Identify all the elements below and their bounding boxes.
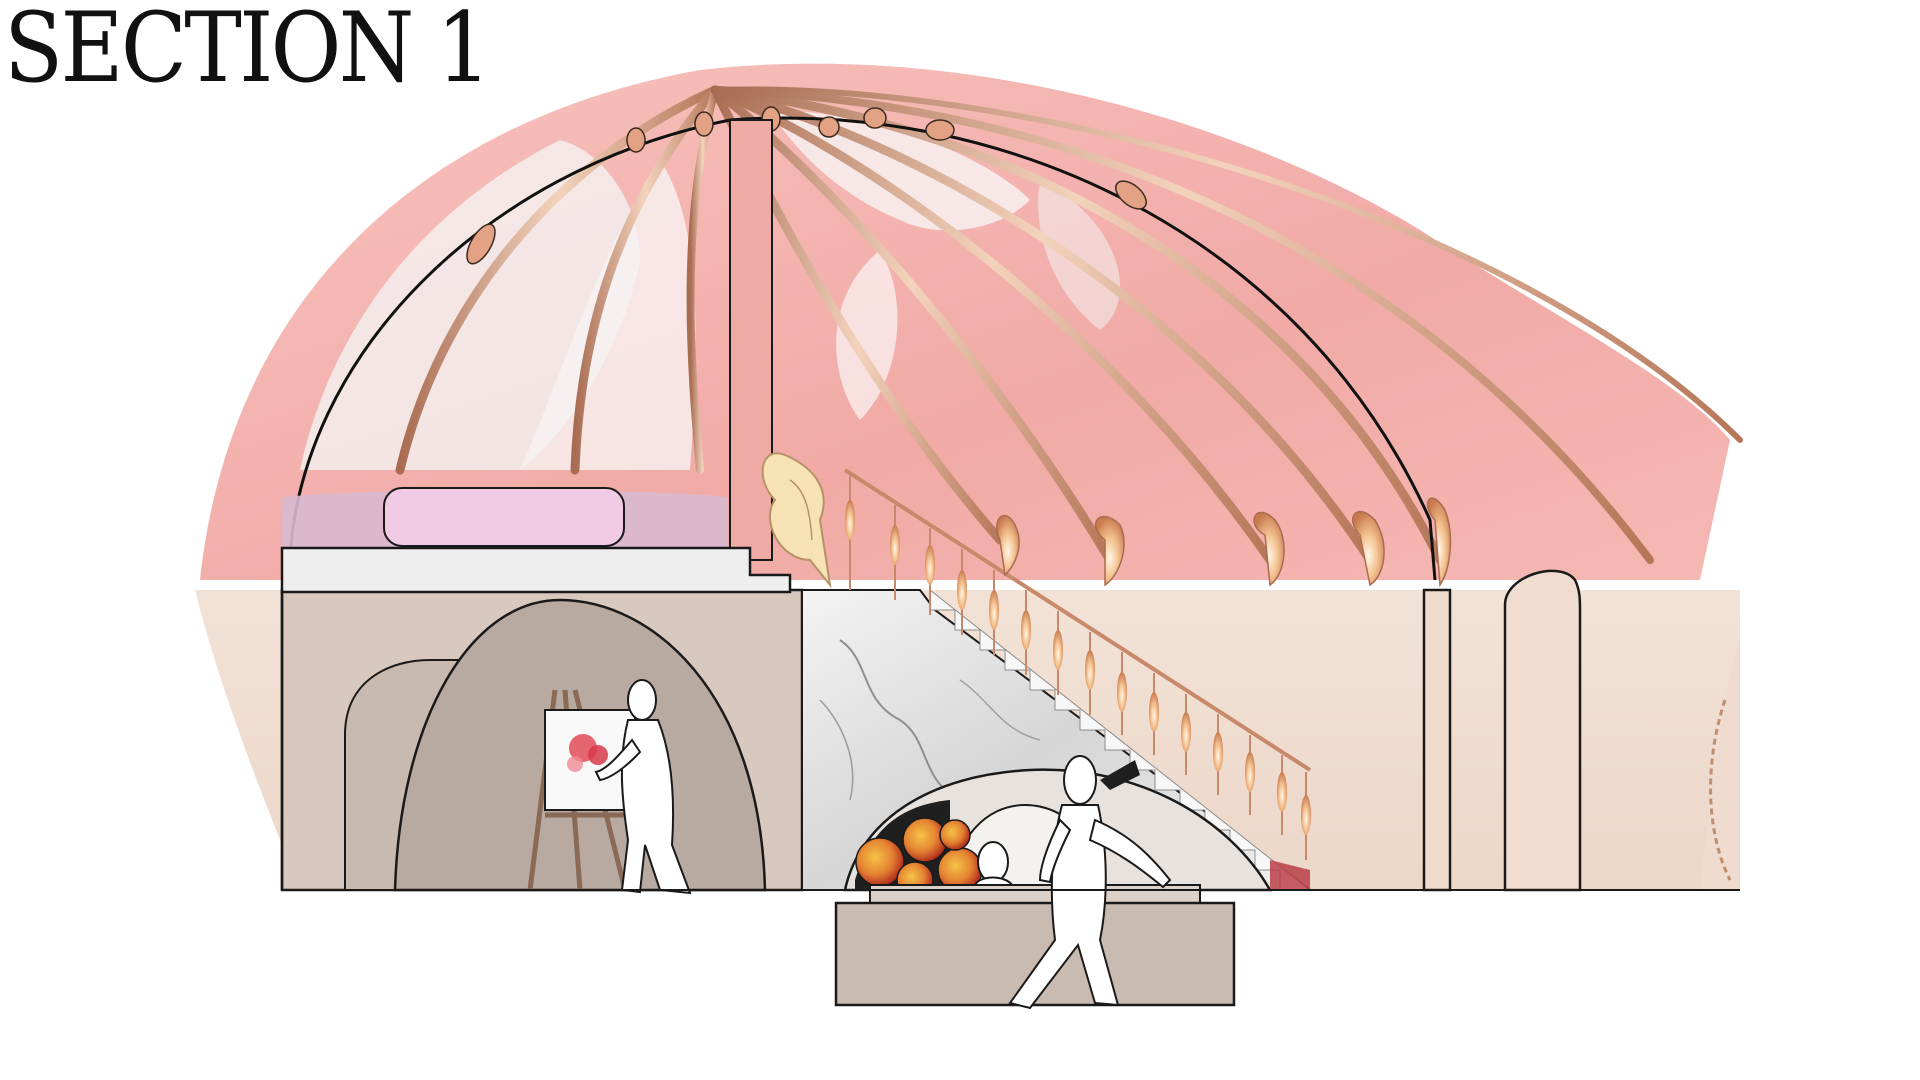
upper-platform — [280, 487, 792, 594]
rib-buds — [995, 497, 1452, 588]
structural-pier — [1422, 588, 1452, 892]
copper-ribs — [395, 85, 1743, 565]
stair-railing — [843, 468, 1312, 860]
painter-figure — [594, 679, 692, 895]
bed — [383, 487, 625, 547]
studio-room — [280, 588, 804, 892]
page-title: SECTION 1 — [4, 0, 491, 104]
butterfly-ornament — [761, 452, 832, 589]
central-column — [729, 119, 773, 561]
arched-door — [1503, 569, 1582, 892]
seated-figure-head — [973, 841, 1014, 886]
right-wing — [1422, 569, 1740, 892]
walking-figure — [1008, 755, 1172, 1010]
canopy-shell — [200, 63, 1730, 581]
